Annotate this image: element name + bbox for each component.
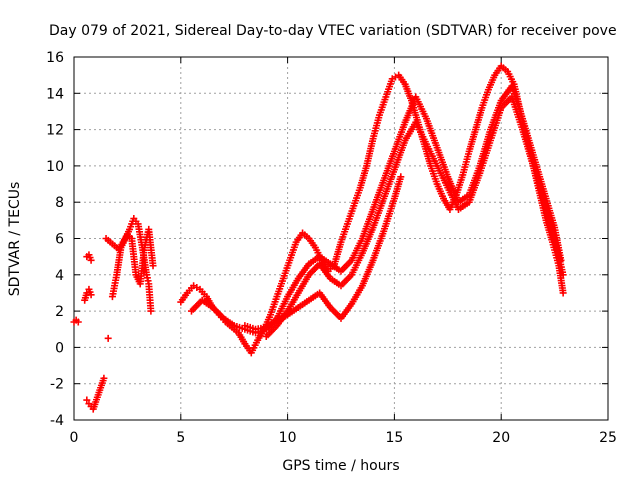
data-point bbox=[147, 307, 155, 315]
series-track-2 bbox=[81, 225, 157, 304]
series-track-6 bbox=[241, 173, 405, 333]
series-track-5 bbox=[262, 93, 567, 341]
y-tick-label: 12 bbox=[46, 123, 64, 139]
x-tick-label: 5 bbox=[176, 430, 185, 446]
y-axis-label: SDTVAR / TECUs bbox=[7, 182, 23, 297]
y-tick-label: 14 bbox=[46, 86, 64, 102]
x-tick-label: 0 bbox=[70, 430, 79, 446]
y-tick-label: 2 bbox=[55, 304, 64, 320]
y-tick-label: 10 bbox=[46, 159, 64, 175]
data-point bbox=[87, 256, 95, 264]
y-tick-label: 16 bbox=[46, 50, 64, 66]
data-point bbox=[559, 271, 567, 279]
data-point bbox=[149, 262, 157, 270]
data-point bbox=[559, 289, 567, 297]
y-tick-label: 8 bbox=[55, 195, 64, 211]
y-axis-ticks: -4 -2 0 2 4 6 8 10 12 14 16 bbox=[46, 50, 608, 429]
x-tick-label: 15 bbox=[385, 430, 403, 446]
y-tick-label: -2 bbox=[50, 377, 64, 393]
x-tick-label: 20 bbox=[492, 430, 510, 446]
chart-title: Day 079 of 2021, Sidereal Day-to-day VTE… bbox=[49, 23, 617, 39]
data-point bbox=[74, 318, 82, 326]
x-tick-label: 10 bbox=[279, 430, 297, 446]
data-point bbox=[83, 396, 91, 404]
data-point bbox=[104, 334, 112, 342]
y-tick-label: 0 bbox=[55, 340, 64, 356]
y-tick-label: 4 bbox=[55, 268, 64, 284]
y-tick-label: -4 bbox=[50, 413, 64, 429]
data-point bbox=[397, 173, 405, 181]
data-point bbox=[87, 291, 95, 299]
x-axis-label: GPS time / hours bbox=[282, 458, 399, 474]
x-tick-label: 25 bbox=[599, 430, 617, 446]
y-tick-label: 6 bbox=[55, 232, 64, 248]
x-axis-ticks: 0 5 10 15 20 25 bbox=[70, 57, 617, 446]
data-series bbox=[70, 62, 567, 413]
data-point bbox=[100, 374, 108, 382]
data-point bbox=[83, 289, 91, 297]
